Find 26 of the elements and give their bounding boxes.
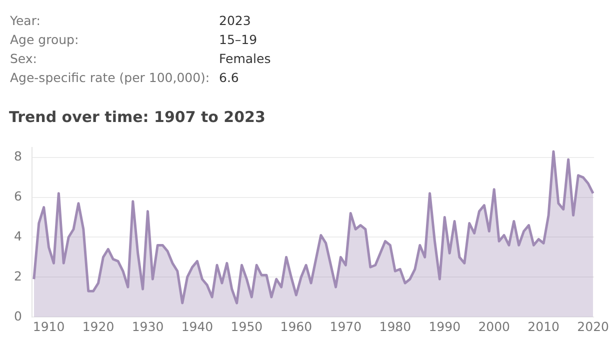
x-tick-label: 2000	[478, 318, 510, 334]
y-tick-label: 2	[14, 268, 22, 284]
x-tick-label: 1970	[330, 318, 362, 334]
y-tick-label: 4	[14, 228, 22, 244]
y-tick-label: 0	[14, 308, 22, 324]
chart-title: Trend over time: 1907 to 2023	[9, 108, 266, 126]
text: 6.6	[219, 69, 240, 86]
x-tick-label: 1960	[280, 318, 312, 334]
x-tick-label: 1980	[379, 318, 412, 334]
text: Females	[219, 50, 271, 67]
x-tick-label: 1940	[181, 318, 214, 334]
text: Age group:	[10, 31, 80, 48]
x-tick-label: 1920	[82, 318, 114, 334]
text: 2023	[219, 12, 252, 29]
x-tick-label: 1910	[32, 318, 65, 334]
y-tick-label: 6	[14, 188, 22, 204]
x-tick-label: 2020	[577, 318, 610, 334]
x-tick-label: 2010	[528, 318, 560, 334]
x-tick-label: 1990	[428, 318, 461, 334]
x-tick-label: 1930	[132, 318, 164, 334]
text: Year:	[10, 12, 42, 29]
text: Sex:	[10, 50, 38, 67]
x-tick-label: 1950	[230, 318, 263, 334]
text: 15–19	[219, 31, 258, 48]
y-tick-label: 8	[14, 148, 22, 164]
text: Age-specific rate (per 100,000):	[10, 69, 211, 86]
